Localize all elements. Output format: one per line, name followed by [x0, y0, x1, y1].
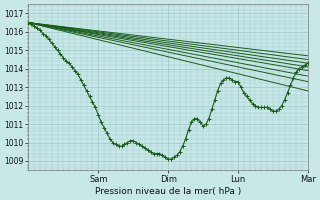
X-axis label: Pression niveau de la mer( hPa ): Pression niveau de la mer( hPa ): [95, 187, 241, 196]
